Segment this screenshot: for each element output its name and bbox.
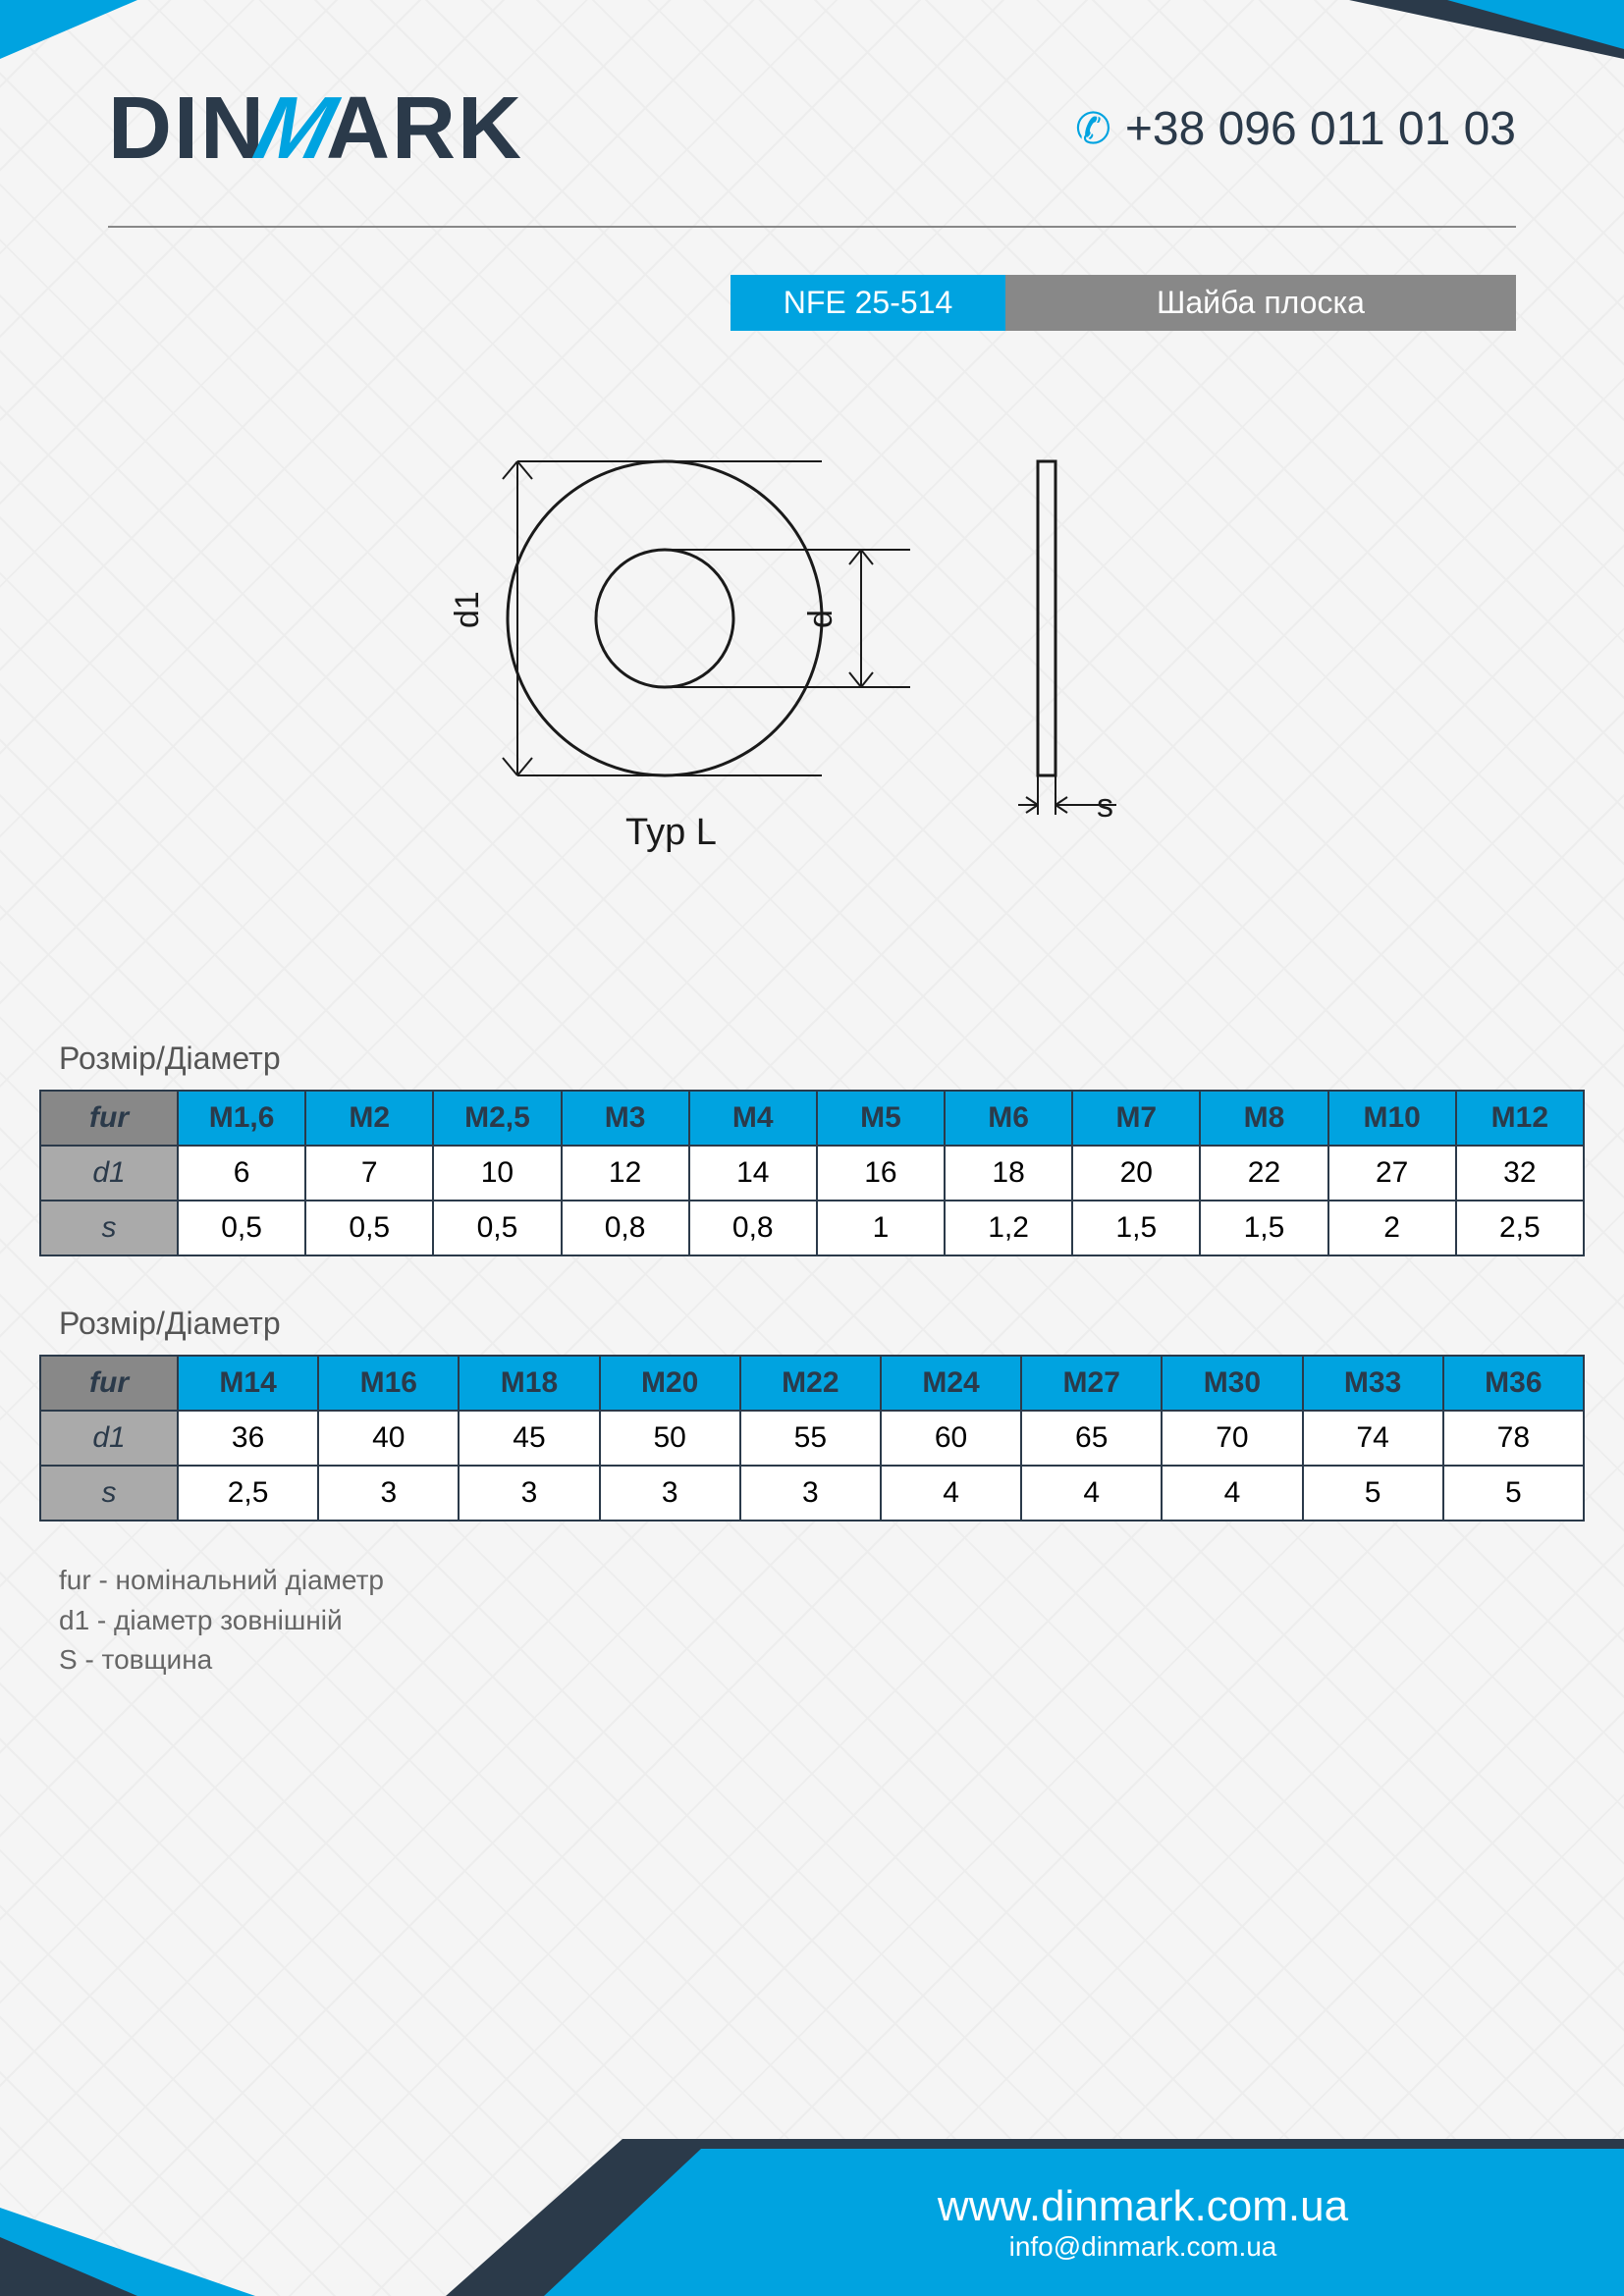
table-cell: 16 bbox=[817, 1146, 945, 1201]
table-cell: 2,5 bbox=[178, 1466, 318, 1521]
legend-line: fur - номінальний діаметр bbox=[59, 1561, 384, 1601]
website-url: www.dinmark.com.ua bbox=[938, 2182, 1348, 2231]
table-cell: 3 bbox=[459, 1466, 599, 1521]
size-header: M1,6 bbox=[178, 1091, 305, 1146]
corner-decoration bbox=[0, 2237, 137, 2296]
product-name: Шайба плоска bbox=[1005, 275, 1516, 331]
table-cell: 74 bbox=[1303, 1411, 1443, 1466]
type-label: Typ L bbox=[625, 812, 717, 853]
table-cell: 5 bbox=[1303, 1466, 1443, 1521]
phone-text: +38 096 011 01 03 bbox=[1125, 102, 1516, 156]
table-cell: 27 bbox=[1328, 1146, 1456, 1201]
legend-line: d1 - діаметр зовнішній bbox=[59, 1601, 384, 1641]
row-header: s bbox=[40, 1466, 178, 1521]
size-header: M22 bbox=[740, 1356, 881, 1411]
size-header: M30 bbox=[1162, 1356, 1302, 1411]
header-divider bbox=[108, 226, 1516, 228]
table-cell: 4 bbox=[881, 1466, 1021, 1521]
size-header: M7 bbox=[1072, 1091, 1200, 1146]
size-header: M12 bbox=[1456, 1091, 1584, 1146]
size-header: M3 bbox=[562, 1091, 689, 1146]
table-cell: 10 bbox=[433, 1146, 561, 1201]
size-header: M2 bbox=[305, 1091, 433, 1146]
size-header: M5 bbox=[817, 1091, 945, 1146]
row-header: fur bbox=[40, 1356, 178, 1411]
size-header: M8 bbox=[1200, 1091, 1327, 1146]
table-cell: 32 bbox=[1456, 1146, 1584, 1201]
size-header: M2,5 bbox=[433, 1091, 561, 1146]
table-cell: 1,5 bbox=[1072, 1201, 1200, 1255]
row-header: d1 bbox=[40, 1146, 178, 1201]
table-cell: 22 bbox=[1200, 1146, 1327, 1201]
table-cell: 78 bbox=[1443, 1411, 1584, 1466]
table-cell: 0,8 bbox=[562, 1201, 689, 1255]
table-cell: 60 bbox=[881, 1411, 1021, 1466]
table-cell: 18 bbox=[945, 1146, 1072, 1201]
section-heading: Розмір/Діаметр bbox=[59, 1306, 281, 1342]
row-header: s bbox=[40, 1201, 178, 1255]
logo-text: DIN bbox=[108, 79, 266, 180]
table-cell: 2,5 bbox=[1456, 1201, 1584, 1255]
table-cell: 1 bbox=[817, 1201, 945, 1255]
size-header: M36 bbox=[1443, 1356, 1584, 1411]
phone-icon: ✆ bbox=[1075, 104, 1111, 154]
size-header: M4 bbox=[689, 1091, 817, 1146]
corner-decoration bbox=[1447, 0, 1624, 49]
table-cell: 4 bbox=[1162, 1466, 1302, 1521]
table-cell: 70 bbox=[1162, 1411, 1302, 1466]
dim-label: s bbox=[1097, 787, 1113, 825]
size-header: M27 bbox=[1021, 1356, 1162, 1411]
table-cell: 20 bbox=[1072, 1146, 1200, 1201]
size-header: M10 bbox=[1328, 1091, 1456, 1146]
size-header: M14 bbox=[178, 1356, 318, 1411]
size-header: M33 bbox=[1303, 1356, 1443, 1411]
email: info@dinmark.com.ua bbox=[1009, 2231, 1277, 2263]
table-cell: 36 bbox=[178, 1411, 318, 1466]
row-header: d1 bbox=[40, 1411, 178, 1466]
product-code: NFE 25-514 bbox=[731, 275, 1005, 331]
dim-label: d1 bbox=[449, 591, 486, 628]
spec-table-1: furM1,6M2M2,5M3M4M5M6M7M8M10M12d16710121… bbox=[39, 1090, 1585, 1256]
logo: DINMARK bbox=[108, 79, 523, 180]
footer-content: www.dinmark.com.ua info@dinmark.com.ua bbox=[544, 2149, 1624, 2296]
phone-number: ✆ +38 096 011 01 03 bbox=[1075, 102, 1516, 156]
logo-text: ARK bbox=[326, 79, 523, 180]
legend: fur - номінальний діаметр d1 - діаметр з… bbox=[59, 1561, 384, 1681]
table-cell: 7 bbox=[305, 1146, 433, 1201]
table-cell: 3 bbox=[600, 1466, 740, 1521]
table-cell: 0,5 bbox=[305, 1201, 433, 1255]
dim-label: d bbox=[802, 610, 839, 628]
size-header: M6 bbox=[945, 1091, 1072, 1146]
size-header: M24 bbox=[881, 1356, 1021, 1411]
table-cell: 5 bbox=[1443, 1466, 1584, 1521]
table-cell: 3 bbox=[318, 1466, 459, 1521]
table-cell: 40 bbox=[318, 1411, 459, 1466]
table-cell: 4 bbox=[1021, 1466, 1162, 1521]
table-cell: 0,8 bbox=[689, 1201, 817, 1255]
table-cell: 50 bbox=[600, 1411, 740, 1466]
legend-line: S - товщина bbox=[59, 1640, 384, 1681]
technical-diagram: d1 d s Typ L bbox=[370, 393, 1254, 883]
table-cell: 2 bbox=[1328, 1201, 1456, 1255]
table-cell: 0,5 bbox=[433, 1201, 561, 1255]
row-header: fur bbox=[40, 1091, 178, 1146]
size-header: M20 bbox=[600, 1356, 740, 1411]
corner-decoration bbox=[0, 0, 137, 59]
section-heading: Розмір/Діаметр bbox=[59, 1041, 281, 1077]
table-cell: 14 bbox=[689, 1146, 817, 1201]
table-cell: 1,2 bbox=[945, 1201, 1072, 1255]
table-cell: 12 bbox=[562, 1146, 689, 1201]
table-cell: 55 bbox=[740, 1411, 881, 1466]
table-cell: 3 bbox=[740, 1466, 881, 1521]
spec-table-2: furM14M16M18M20M22M24M27M30M33M36d136404… bbox=[39, 1355, 1585, 1522]
table-cell: 45 bbox=[459, 1411, 599, 1466]
size-header: M16 bbox=[318, 1356, 459, 1411]
table-cell: 6 bbox=[178, 1146, 305, 1201]
table-cell: 0,5 bbox=[178, 1201, 305, 1255]
size-header: M18 bbox=[459, 1356, 599, 1411]
table-cell: 1,5 bbox=[1200, 1201, 1327, 1255]
table-cell: 65 bbox=[1021, 1411, 1162, 1466]
